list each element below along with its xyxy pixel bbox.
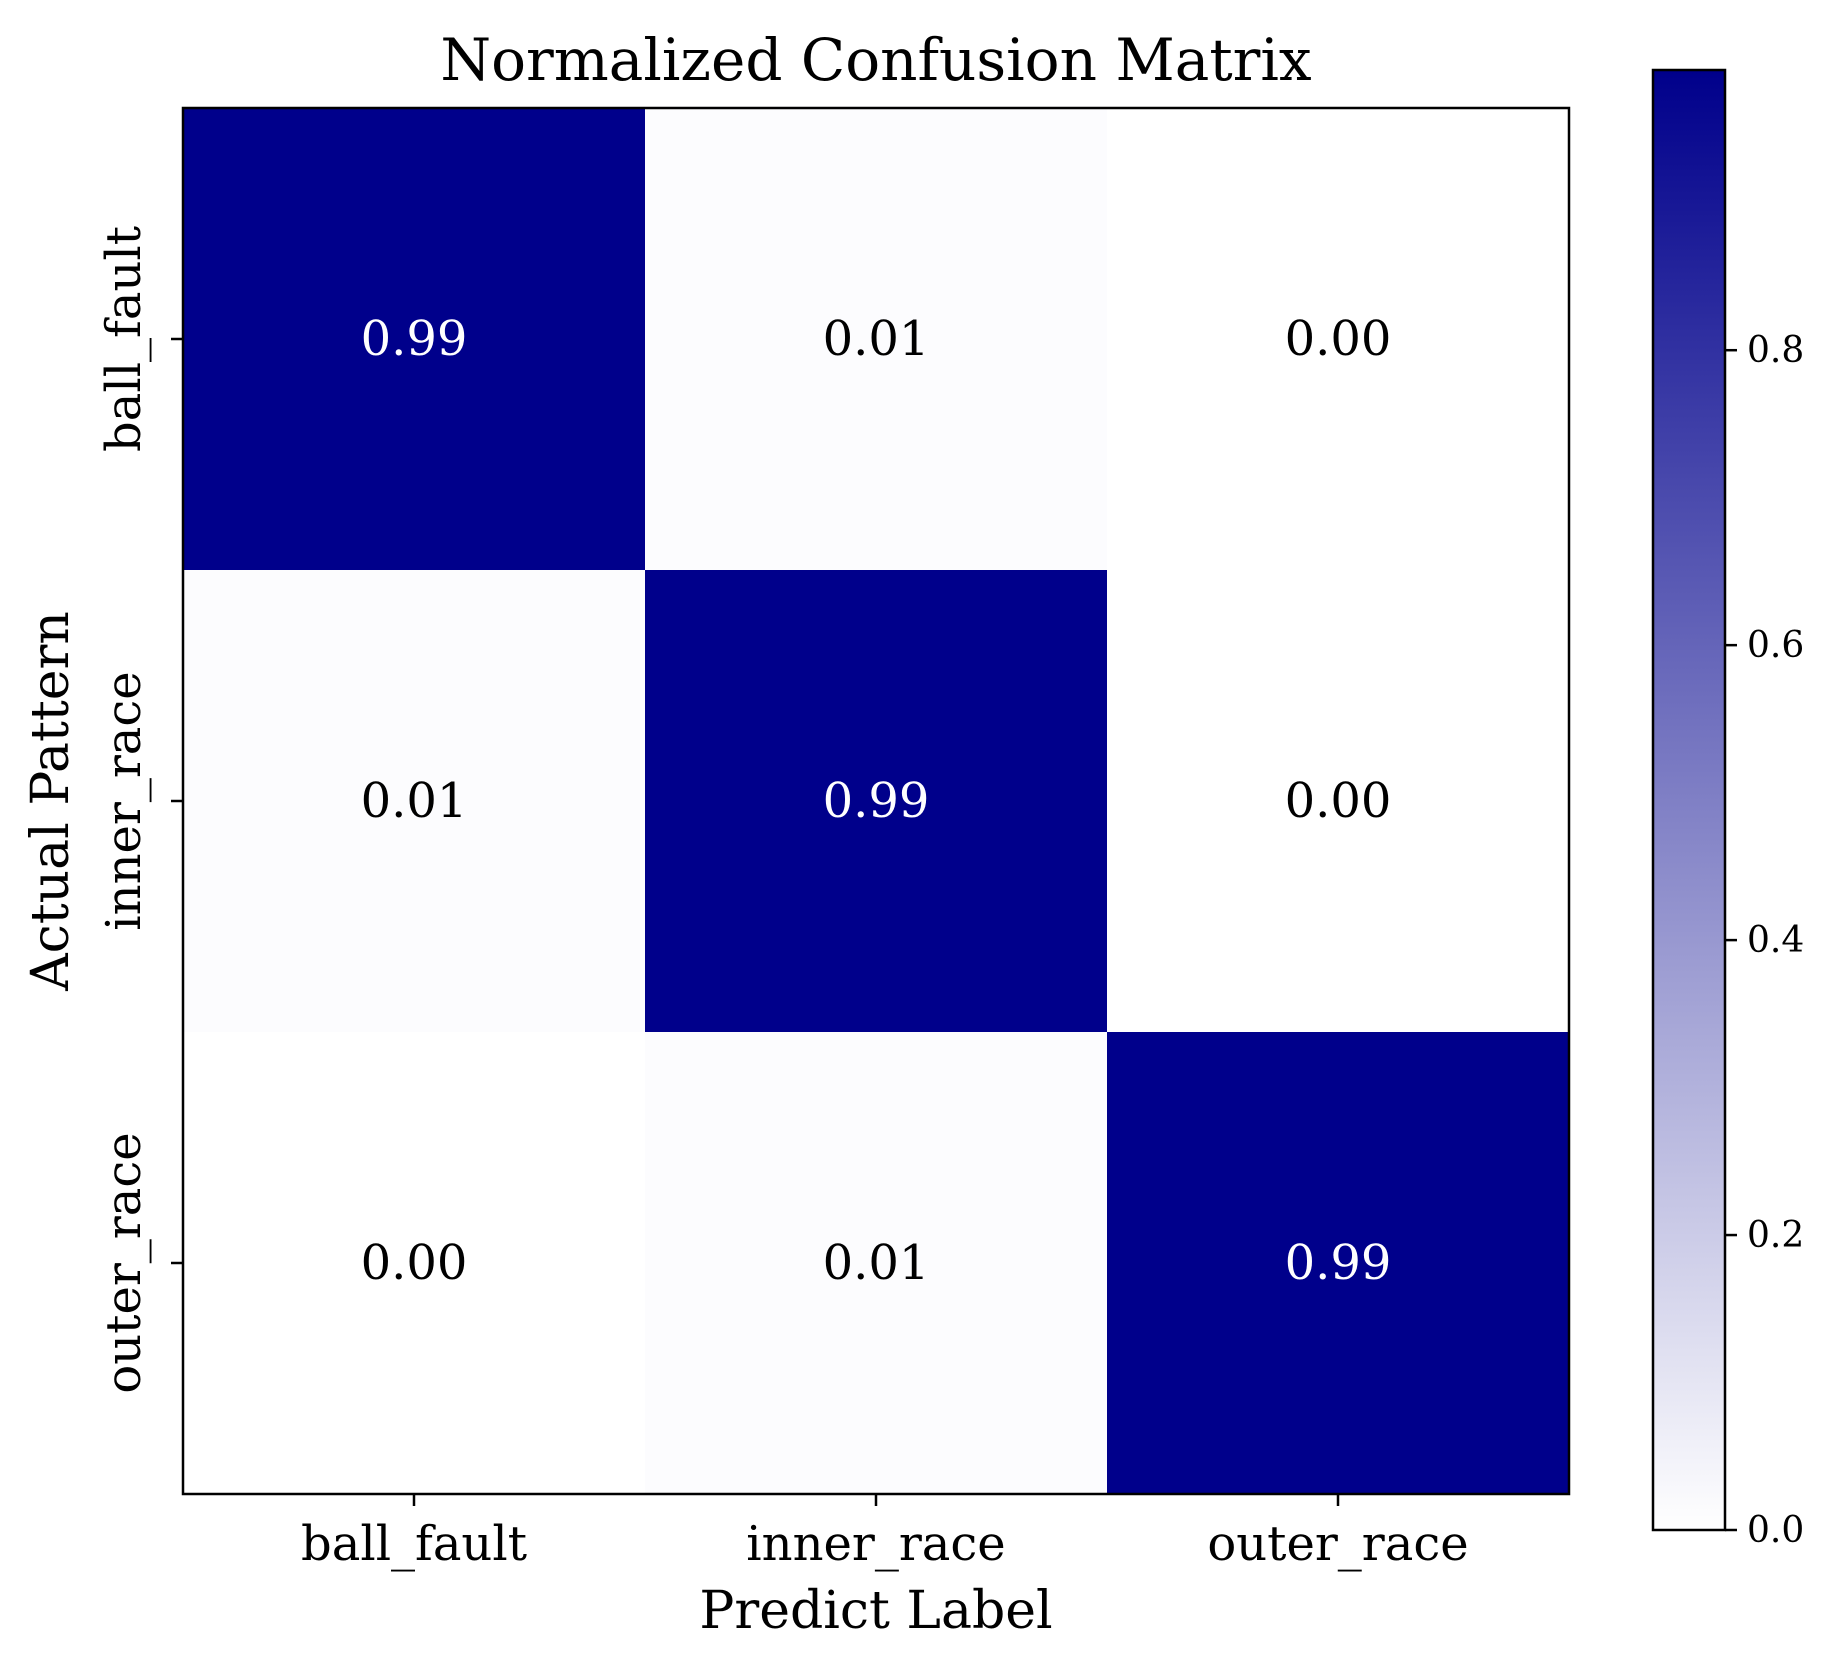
x-tick-label: outer_race — [1207, 1516, 1468, 1572]
colorbar-tick-label: 0.0 — [1747, 1510, 1804, 1551]
colorbar-tick-label: 0.6 — [1747, 625, 1804, 666]
heatmap-cell — [1107, 1032, 1570, 1495]
colorbar-tick-label: 0.2 — [1747, 1215, 1804, 1256]
cell-value-label: 0.01 — [361, 773, 468, 829]
heatmap-cell — [183, 1032, 646, 1495]
x-axis-label: Predict Label — [699, 1581, 1052, 1641]
cell-value-label: 0.00 — [361, 1235, 468, 1291]
cell-value-label: 0.01 — [823, 311, 930, 367]
heatmap-cell — [1107, 570, 1570, 1033]
heatmap-cell — [645, 570, 1108, 1033]
heatmap-cell — [183, 108, 646, 571]
cell-value-label: 0.99 — [1285, 1235, 1392, 1291]
chart-title: Normalized Confusion Matrix — [440, 26, 1311, 94]
colorbar — [1651, 68, 1727, 1532]
cell-value-label: 0.01 — [823, 1235, 930, 1291]
colorbar-ticks: 0.0 0.2 0.4 0.6 0.8 — [1725, 330, 1804, 1551]
y-axis-ticks: ball_fault inner_race outer_race — [96, 226, 183, 1394]
y-tick-label: outer_race — [96, 1132, 152, 1393]
heatmap-cell — [645, 1032, 1108, 1495]
heatmap-cell — [183, 570, 646, 1033]
cell-value-label: 0.99 — [361, 311, 468, 367]
y-axis-label: Actual Pattern — [21, 611, 81, 992]
heatmap-cell — [1107, 108, 1570, 571]
cell-value-label: 0.00 — [1285, 773, 1392, 829]
x-tick-label: inner_race — [746, 1516, 1005, 1572]
y-tick-label: ball_fault — [96, 226, 152, 452]
heatmap-cells — [183, 108, 1570, 1495]
heatmap-cell-labels: 0.99 0.01 0.00 0.01 0.99 0.00 0.00 0.01 0.99 — [361, 311, 1392, 1291]
x-tick-label: ball_fault — [301, 1516, 527, 1572]
colorbar-tick-label: 0.8 — [1747, 330, 1804, 371]
colorbar-tick-label: 0.4 — [1747, 920, 1804, 961]
cell-value-label: 0.99 — [823, 773, 930, 829]
heatmap-cell — [645, 108, 1108, 571]
x-axis-ticks: ball_fault inner_race outer_race — [301, 1494, 1469, 1572]
y-tick-label: inner_race — [96, 671, 152, 930]
cell-value-label: 0.00 — [1285, 311, 1392, 367]
